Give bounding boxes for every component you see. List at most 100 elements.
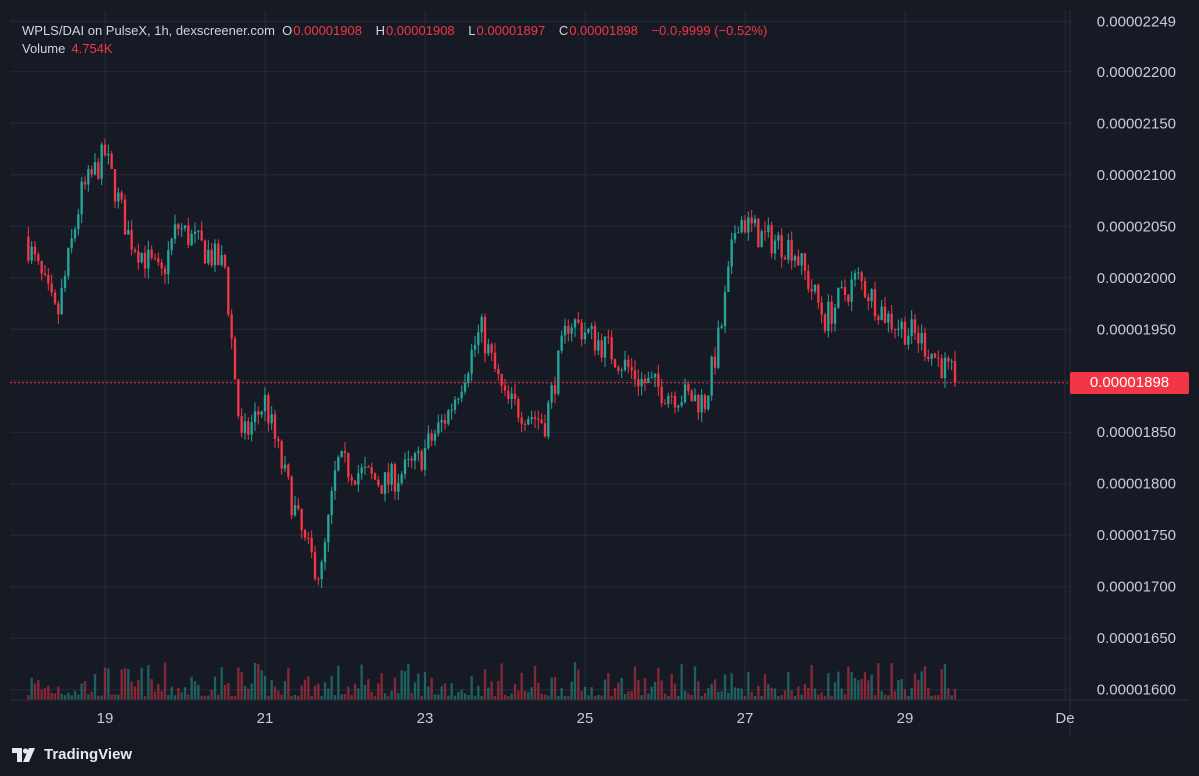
candle-body [77, 214, 80, 230]
candle-body [907, 335, 910, 345]
volume-bar [530, 687, 533, 700]
price-axis[interactable]: 0.00002249 0.00002200 0.00002150 0.00002100… [1069, 10, 1176, 737]
candle-body [420, 451, 423, 470]
volume-bar [447, 695, 450, 700]
candle-body [153, 257, 157, 259]
candle-body [947, 357, 950, 362]
volume-bar [677, 695, 680, 700]
volume-bar [50, 692, 53, 700]
candle-body [310, 537, 313, 553]
volume-bar [767, 684, 770, 700]
price-tick-label: 0.00001950 [1097, 321, 1176, 338]
volume-bar [413, 682, 417, 700]
candle-body [887, 313, 890, 323]
volume-bar [350, 694, 353, 700]
candle-body [920, 332, 923, 344]
candle-body [703, 394, 707, 410]
candle-body [467, 373, 470, 383]
candle-body [840, 286, 843, 288]
tradingview-logo[interactable]: TradingView [12, 746, 132, 763]
volume-bar [680, 664, 683, 700]
candle-body [917, 332, 920, 344]
volume-bar [547, 695, 550, 700]
grid [10, 10, 1189, 737]
volume-bar [603, 679, 607, 700]
volume-bar [943, 663, 947, 700]
time-axis[interactable]: 19 21 23 25 27 29 De [10, 699, 1189, 727]
candle-body [653, 373, 657, 378]
volume-bar [597, 694, 600, 700]
volume-bar [820, 692, 823, 700]
volume-bar [493, 695, 497, 700]
candle-body [540, 419, 543, 424]
volume-bar [293, 694, 297, 700]
candlestick-chart[interactable]: 0.00002249 0.00002200 0.00002150 0.00002100… [0, 0, 1189, 740]
candle-body [80, 181, 83, 215]
candle-body [867, 297, 870, 302]
volume-bar [263, 675, 267, 700]
volume-bar [673, 683, 677, 700]
candle-body [223, 255, 227, 268]
volume-bar [43, 688, 47, 700]
volume-bar [130, 681, 133, 700]
volume-bar [740, 688, 743, 700]
volume-bar [423, 672, 427, 700]
candle-body [793, 256, 797, 261]
volume-bar [437, 694, 440, 700]
volume-bar [930, 695, 933, 700]
price-tick-label: 0.00002000 [1097, 270, 1176, 287]
candle-body [510, 393, 513, 400]
candle-body [107, 153, 110, 156]
candle-body [897, 328, 900, 330]
candle-body [33, 246, 37, 255]
volume-bar [310, 695, 313, 700]
volume-bar [523, 690, 527, 700]
volume-bar [287, 667, 290, 700]
volume-bar [910, 688, 913, 700]
volume-bar [67, 692, 70, 700]
candle-body [550, 385, 553, 403]
volume-bar [267, 695, 270, 700]
volume-bar [710, 683, 713, 700]
volume-bar [883, 694, 887, 700]
volume-bar [477, 685, 480, 700]
candle-body [777, 235, 780, 241]
candle-body [953, 361, 957, 383]
volume-bar [850, 671, 853, 700]
volume-bar [307, 676, 310, 700]
volume-bar [230, 695, 233, 700]
candle-body [43, 273, 47, 276]
price-tick-label: 0.00001750 [1097, 527, 1176, 544]
volume-bar [920, 671, 923, 700]
candle-body [863, 280, 867, 298]
volume-bar [940, 669, 943, 700]
volume-bar [360, 664, 363, 700]
candle-body [700, 394, 703, 413]
volume-bar [273, 686, 277, 700]
price-tick-label: 0.00002150 [1097, 115, 1176, 132]
volume-bar [753, 695, 757, 700]
volume-bar [140, 667, 143, 700]
candle-body [603, 336, 607, 358]
volume-bar [227, 682, 230, 700]
volume-bar [303, 679, 307, 700]
symbol-title: WPLS/DAI on PulseX, 1h, dexscreener.com [22, 23, 275, 38]
volume-bar [407, 664, 410, 700]
candle-body [547, 402, 550, 437]
candle-body [810, 288, 813, 292]
candle-body [693, 394, 697, 402]
open-label: O [282, 23, 293, 38]
candle-body [147, 249, 150, 269]
volume-bar [380, 673, 383, 700]
volume-bar [80, 683, 83, 700]
candle-body [900, 321, 903, 329]
volume-bar [77, 694, 80, 700]
candle-body [537, 418, 540, 420]
candle-body [727, 266, 730, 292]
candle-body [800, 253, 803, 266]
candle-body [423, 447, 427, 470]
volume-bar [73, 690, 77, 700]
volume-bar [110, 694, 113, 700]
volume-bar [537, 682, 540, 700]
time-tick-label: 25 [577, 710, 594, 727]
